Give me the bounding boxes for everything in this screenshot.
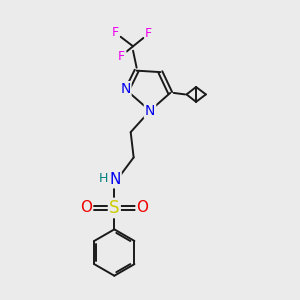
Text: O: O (80, 200, 92, 215)
Text: F: F (118, 50, 125, 64)
Text: N: N (109, 172, 121, 187)
Text: H: H (98, 172, 108, 185)
Text: N: N (145, 104, 155, 118)
Text: O: O (136, 200, 148, 215)
Text: N: N (120, 82, 130, 96)
Text: S: S (109, 199, 120, 217)
Text: F: F (145, 27, 152, 40)
Text: F: F (112, 26, 119, 38)
